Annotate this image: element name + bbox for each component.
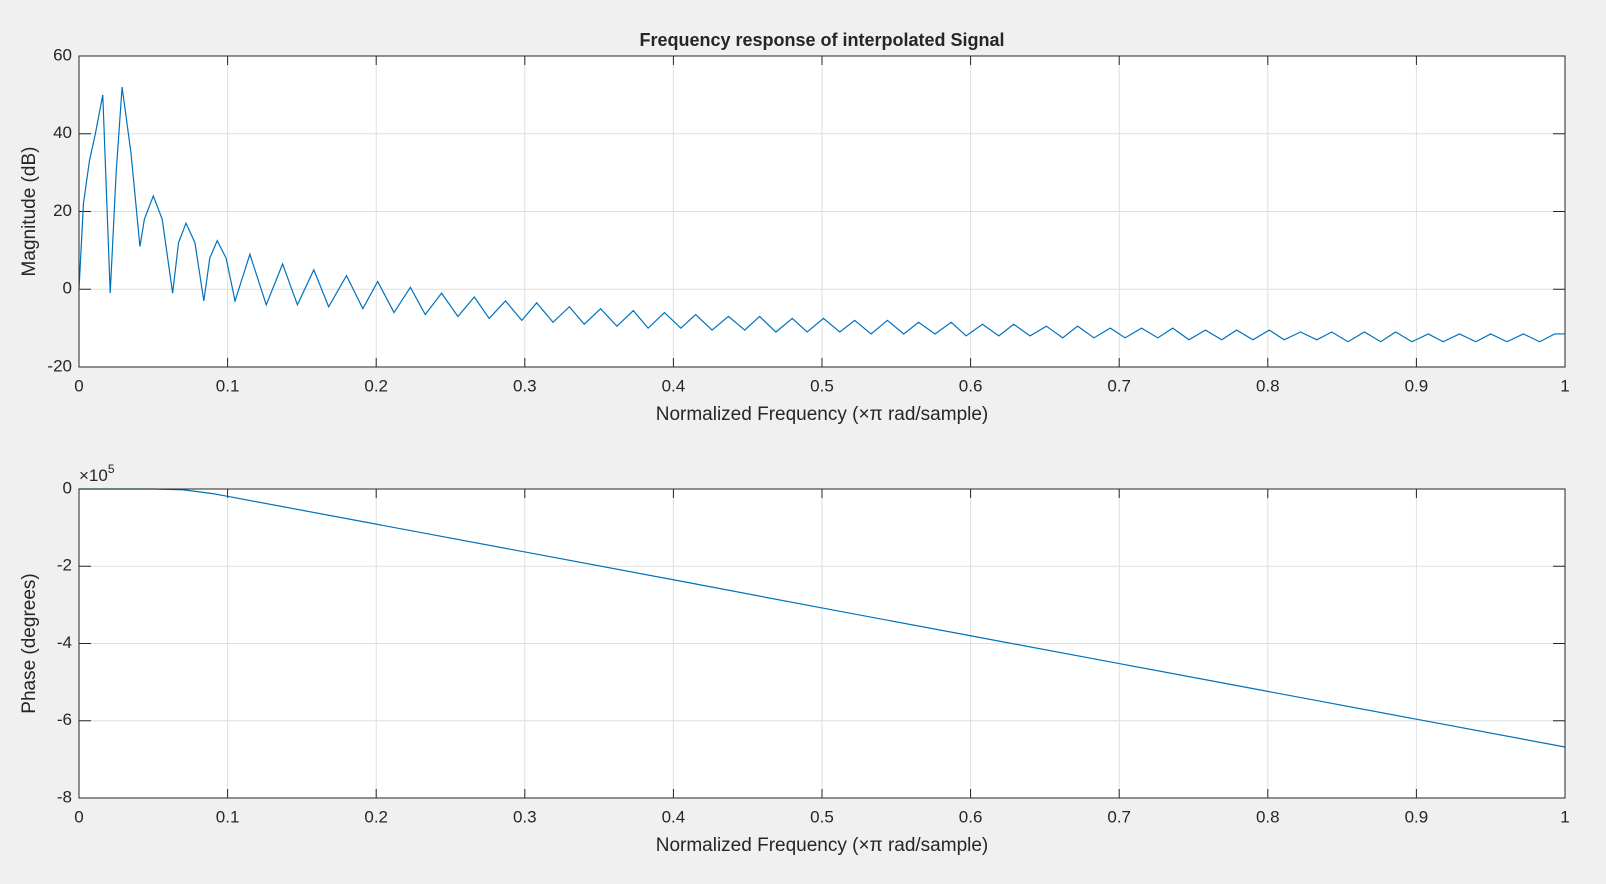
x-tick-label: 0.8 <box>1256 376 1280 395</box>
chart-title: Frequency response of interpolated Signa… <box>639 30 1004 50</box>
data-line <box>78 87 1565 343</box>
y-tick-label: 40 <box>53 123 72 142</box>
x-tick-label: 0 <box>74 807 83 826</box>
x-tick-label: 0.7 <box>1107 376 1131 395</box>
x-tick-label: 0.7 <box>1107 807 1131 826</box>
y-axis-label: Phase (degrees) <box>19 573 40 713</box>
x-tick-label: 0.6 <box>959 376 983 395</box>
x-tick-label: 0.2 <box>364 807 388 826</box>
axes-box <box>78 55 1566 368</box>
x-tick-label: 0.1 <box>216 807 240 826</box>
x-tick-label: 0.2 <box>364 376 388 395</box>
x-tick-label: 0.3 <box>513 807 537 826</box>
y-tick-label: 0 <box>63 478 72 497</box>
x-tick-label: 0.1 <box>216 376 240 395</box>
x-tick-label: 0.9 <box>1405 376 1429 395</box>
x-tick-label: 0 <box>74 376 83 395</box>
x-tick-label: 0.4 <box>662 376 686 395</box>
y-tick-label: -8 <box>57 787 72 806</box>
x-axis-label: Normalized Frequency (×π rad/sample) <box>656 404 989 425</box>
x-tick-label: 0.5 <box>810 807 834 826</box>
y-tick-label: 60 <box>53 45 72 64</box>
y-tick-label: 20 <box>53 201 72 220</box>
x-tick-label: 0.3 <box>513 376 537 395</box>
data-line <box>79 488 1566 748</box>
y-tick-label: -6 <box>57 710 72 729</box>
x-tick-label: 1 <box>1560 376 1569 395</box>
y-tick-label: -4 <box>57 633 72 652</box>
y-scale-exponent: 5 <box>108 462 115 476</box>
y-tick-label: -2 <box>57 556 72 575</box>
y-axis-label: Magnitude (dB) <box>19 147 40 277</box>
y-scale-base: ×10 <box>79 466 108 485</box>
x-tick-label: 0.6 <box>959 807 983 826</box>
x-tick-label: 0.5 <box>810 376 834 395</box>
y-scale-factor: ×105 <box>79 462 115 485</box>
x-axis-label: Normalized Frequency (×π rad/sample) <box>656 835 989 856</box>
y-tick-label: 0 <box>63 279 72 298</box>
axes-box <box>78 488 1566 799</box>
x-tick-label: 0.9 <box>1405 807 1429 826</box>
x-tick-label: 1 <box>1560 807 1569 826</box>
x-tick-label: 0.8 <box>1256 807 1280 826</box>
y-tick-label: -20 <box>47 356 72 375</box>
x-tick-label: 0.4 <box>662 807 686 826</box>
